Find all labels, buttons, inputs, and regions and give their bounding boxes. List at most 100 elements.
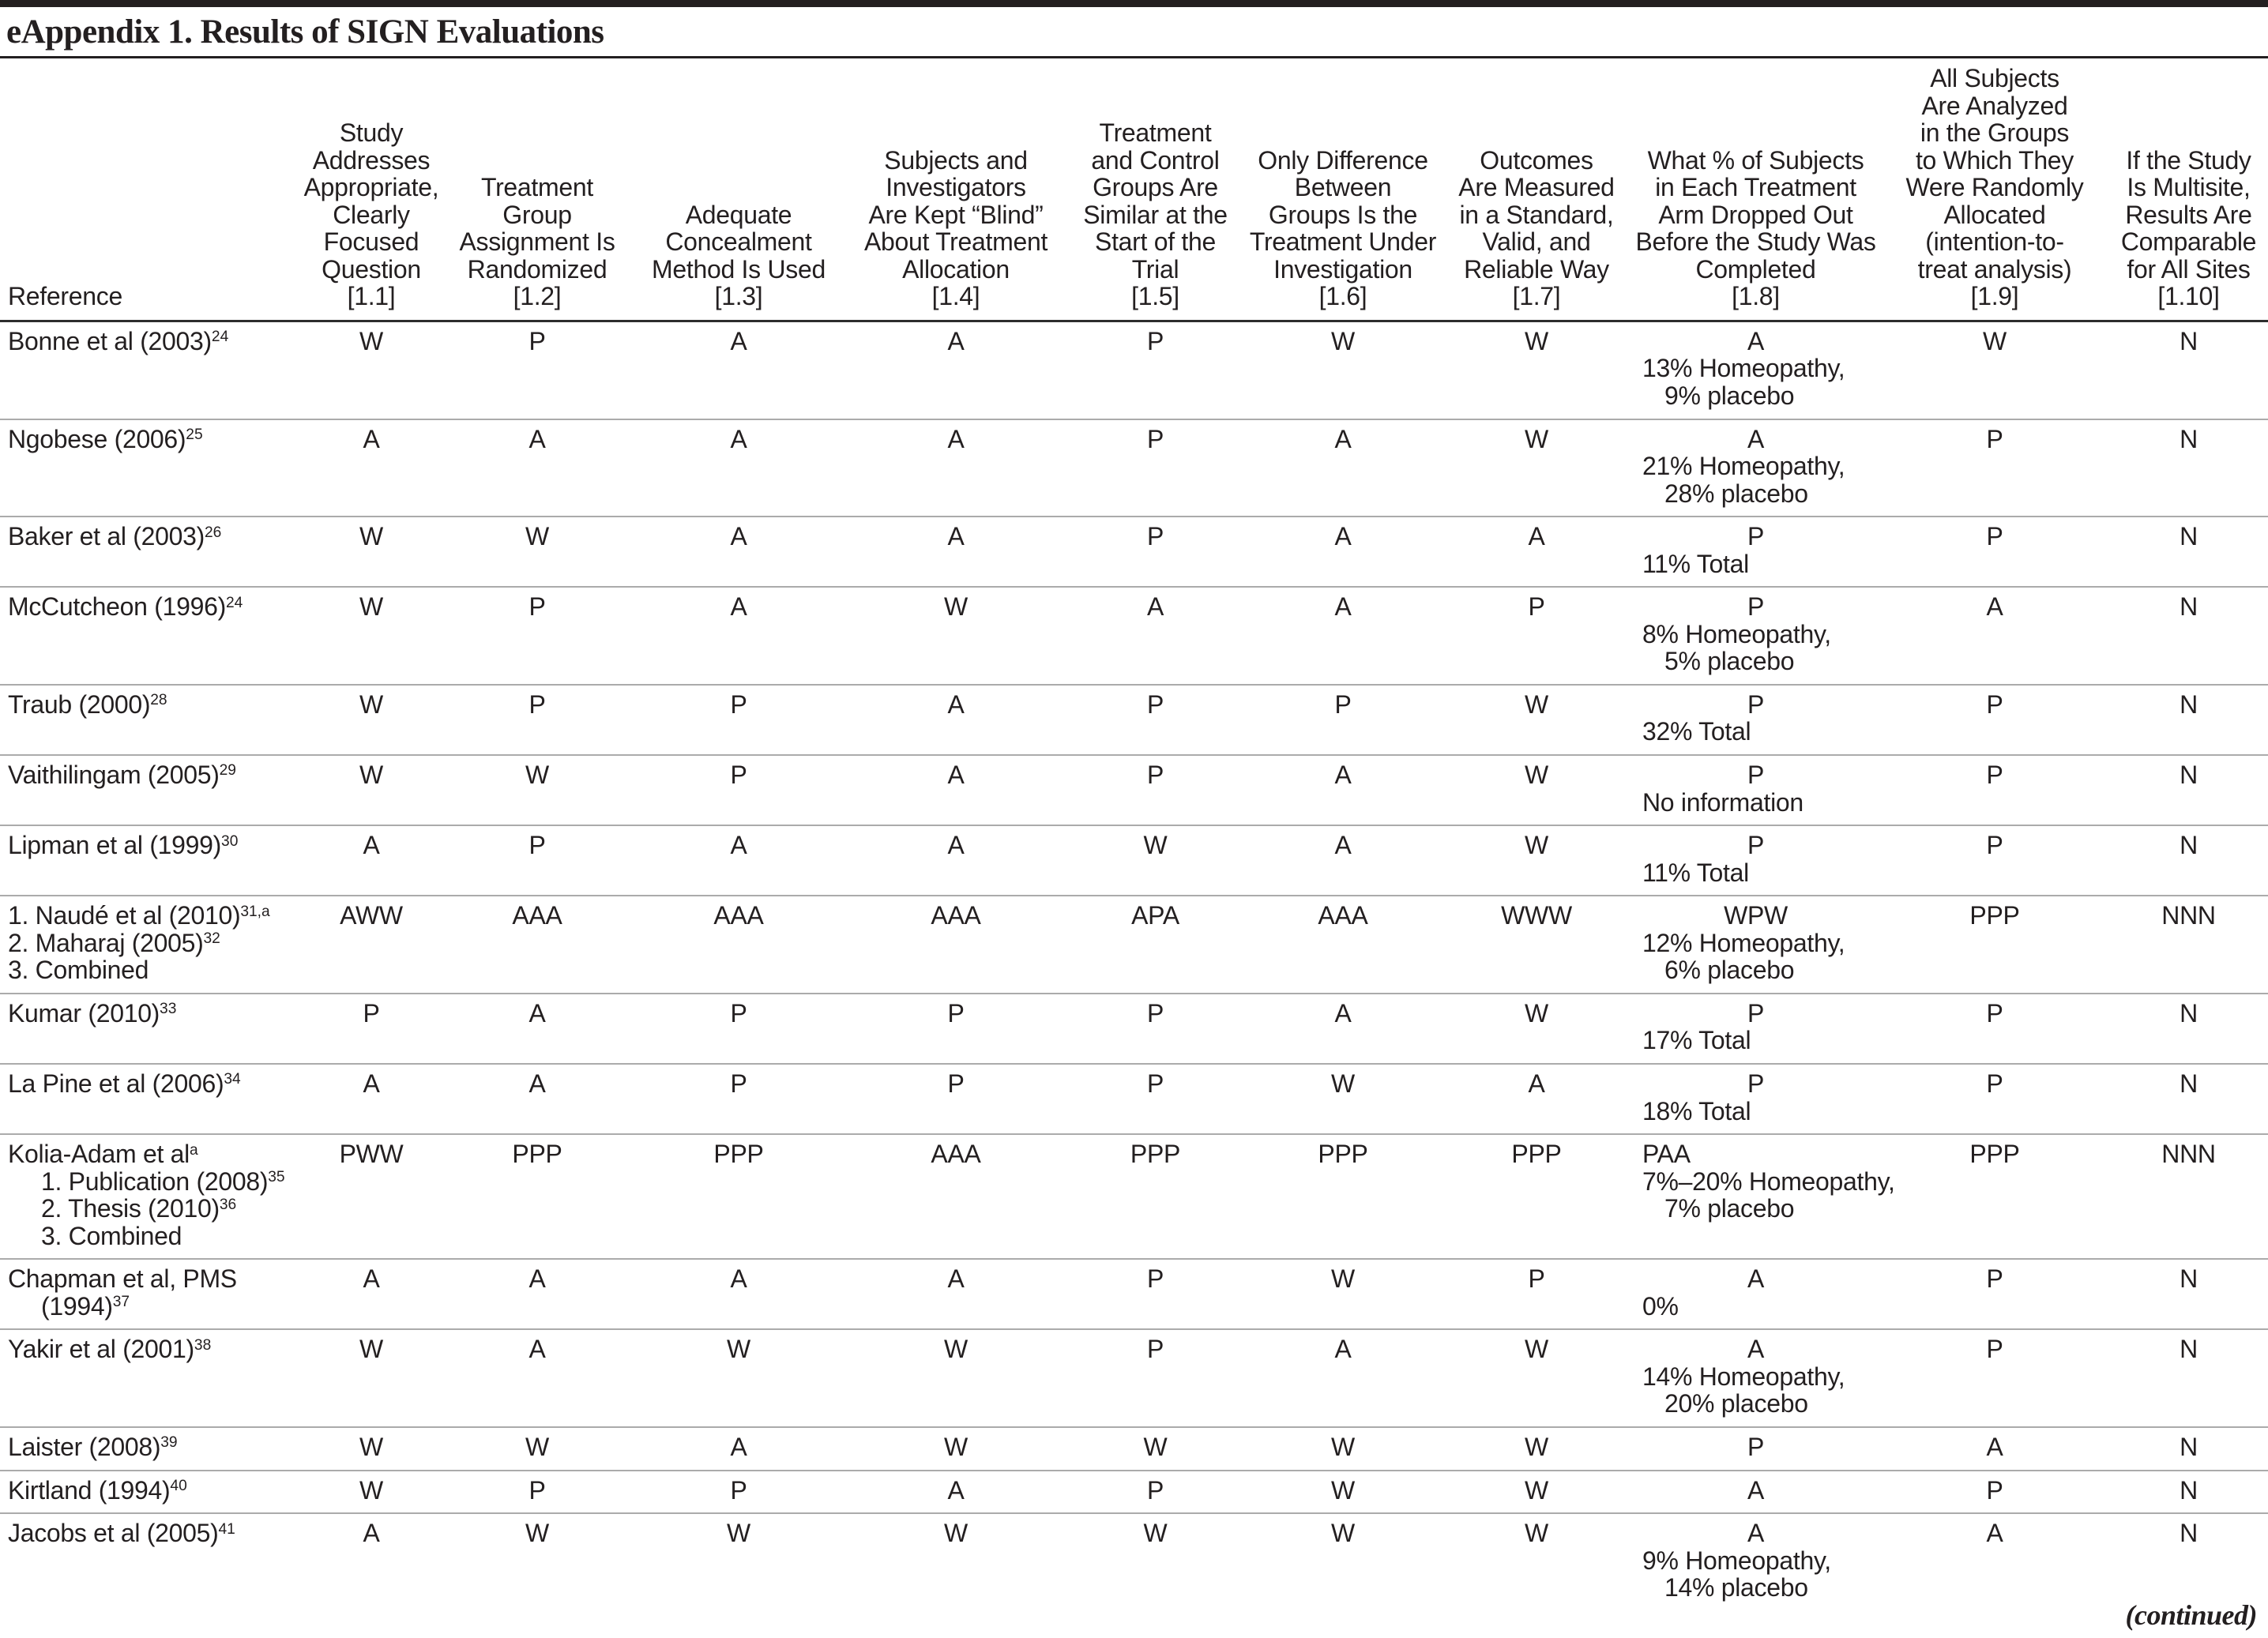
header-line: Is Multisite, [2127, 173, 2251, 202]
cell-1-5: P [1146, 522, 1164, 551]
header-line: in the Groups [1920, 118, 2070, 148]
table-row: Ngobese (2006)25 A A A A P A W A 21% Homeopathy, 2… [0, 419, 2268, 517]
dropout-value: P [1747, 522, 1765, 551]
dropout-value: P [1747, 592, 1765, 622]
cell-1-6: A [1334, 1335, 1352, 1364]
cell-1-2: AAA [512, 901, 562, 930]
cell-1-9: P [1986, 1069, 2003, 1098]
cell-1-6: A [1334, 761, 1352, 790]
header-line: Completed [1695, 254, 1816, 284]
cell-1-10: N [2180, 1335, 2198, 1364]
cell-1-5: W [1143, 1432, 1168, 1461]
cell-1-2: A [528, 1264, 546, 1294]
cell-1-4: AAA [931, 1140, 981, 1169]
reference-text: Bonne et al (2003) [8, 326, 212, 355]
cell-reference: Jacobs et al (2005)41 [0, 1513, 300, 1610]
reference-line: 3. Combined [8, 956, 297, 984]
cell-1-3: A [730, 326, 747, 355]
header-line: Group [502, 200, 572, 229]
cell-1-2: P [528, 689, 546, 719]
cell-1-9: P [1986, 522, 2003, 551]
cell-1-10: N [2180, 1264, 2198, 1294]
cell-1-2: P [528, 326, 546, 355]
reference-text: Kolia-Adam et al [8, 1140, 190, 1169]
cell-1-2: P [528, 592, 546, 622]
cell-1-7: W [1525, 424, 1548, 453]
header-line: [1.8] [1732, 282, 1780, 311]
header-line: Investigation [1273, 254, 1412, 284]
cell-1-5: P [1146, 761, 1164, 790]
cell-1-8: A 9% Homeopathy, 14% placebo [1631, 1513, 1880, 1610]
reference-line: Chapman et al, PMS [8, 1265, 297, 1293]
table-body: Bonne et al (2003)24 W P A A P W W A 13% Homeopat… [0, 321, 2268, 1610]
cell-1-3: A [730, 831, 747, 860]
cell-1-4: A [947, 424, 965, 453]
header-line: Groups Is the [1268, 200, 1418, 229]
cell-1-4: W [944, 592, 968, 622]
cell-1-4: W [944, 1432, 968, 1461]
cell-1-6: AAA [1318, 901, 1368, 930]
cell-1-4: P [947, 998, 965, 1028]
reference-text: La Pine et al (2006) [8, 1069, 224, 1098]
cell-1-10: N [2180, 1069, 2198, 1098]
cell-1-7: PPP [1511, 1140, 1562, 1169]
dropout-note: 11% Total [1642, 549, 1749, 578]
cell-1-1: W [359, 1432, 383, 1461]
header-line: treat analysis) [1917, 254, 2072, 284]
cell-1-7: W [1525, 1335, 1548, 1364]
table-header: Reference Study Addresses Appropriate, Clear… [0, 60, 2268, 321]
cell-1-7: W [1525, 1475, 1548, 1505]
cell-1-8: P 11% Total [1631, 825, 1880, 896]
dropout-note: 9% Homeopathy, [1642, 1546, 1831, 1575]
cell-1-1: PWW [339, 1140, 404, 1169]
cell-1-8: P No information [1631, 755, 1880, 825]
cell-1-6: W [1331, 1264, 1355, 1294]
cell-1-6: W [1331, 326, 1355, 355]
cell-1-1: W [359, 1335, 383, 1364]
header-line: Arm Dropped Out [1658, 200, 1853, 229]
page-title: eAppendix 1. Results of SIGN Evaluations [6, 13, 604, 51]
table-row: Chapman et al, PMS (1994)37 A A A A P W P A 0% P N [0, 1259, 2268, 1329]
cell-1-9: P [1986, 1475, 2003, 1505]
header-line: Start of the [1095, 227, 1216, 257]
cell-1-3: P [730, 1475, 747, 1505]
reference-text: 1. Naudé et al (2010) [8, 901, 241, 930]
cell-1-5: P [1146, 1069, 1164, 1098]
header-line: Focused [323, 227, 419, 257]
cell-1-6: A [1334, 424, 1352, 453]
reference-line: 1. Naudé et al (2010)31,a [8, 902, 297, 930]
cell-reference: Yakir et al (2001)38 [0, 1329, 300, 1427]
cell-1-7: A [1528, 1069, 1545, 1098]
reference-line: Yakir et al (2001)38 [8, 1336, 297, 1363]
reference-line: McCutcheon (1996)24 [8, 593, 297, 621]
reference-text: 3. Combined [8, 956, 149, 985]
cell-1-5: PPP [1130, 1140, 1181, 1169]
header-line: and Control [1091, 145, 1220, 175]
column-header-1-2: Treatment Group Assignment Is Randomized [1.… [442, 60, 632, 321]
cell-1-1: W [359, 326, 383, 355]
cell-1-6: A [1334, 998, 1352, 1028]
dropout-note: 13% Homeopathy, [1642, 354, 1845, 383]
cell-1-5: P [1146, 998, 1164, 1028]
title-rule [0, 56, 2268, 58]
cell-1-9: P [1986, 761, 2003, 790]
cell-1-8: A 0% [1631, 1259, 1880, 1329]
cell-1-4: A [947, 1475, 965, 1505]
cell-1-1: A [363, 1264, 380, 1294]
header-line: [1.10] [2157, 282, 2220, 311]
dropout-note: 7%–20% Homeopathy, [1642, 1167, 1895, 1196]
dropout-value: P [1747, 998, 1765, 1028]
cell-1-8: P 11% Total [1631, 517, 1880, 587]
reference-line: 3. Combined [8, 1222, 297, 1250]
dropout-note: 14% Homeopathy, [1642, 1362, 1845, 1391]
header-line: to Which They [1915, 145, 2074, 175]
header-line: [1.2] [513, 282, 562, 311]
cell-1-9: P [1986, 424, 2003, 453]
dropout-note: No information [1642, 787, 1803, 817]
cell-1-6: A [1334, 831, 1352, 860]
cell-1-2: A [528, 998, 546, 1028]
cell-1-5: P [1146, 424, 1164, 453]
header-line: Trial [1131, 254, 1179, 284]
reference-text: Yakir et al (2001) [8, 1335, 194, 1364]
header-line: Allocation [902, 254, 1010, 284]
